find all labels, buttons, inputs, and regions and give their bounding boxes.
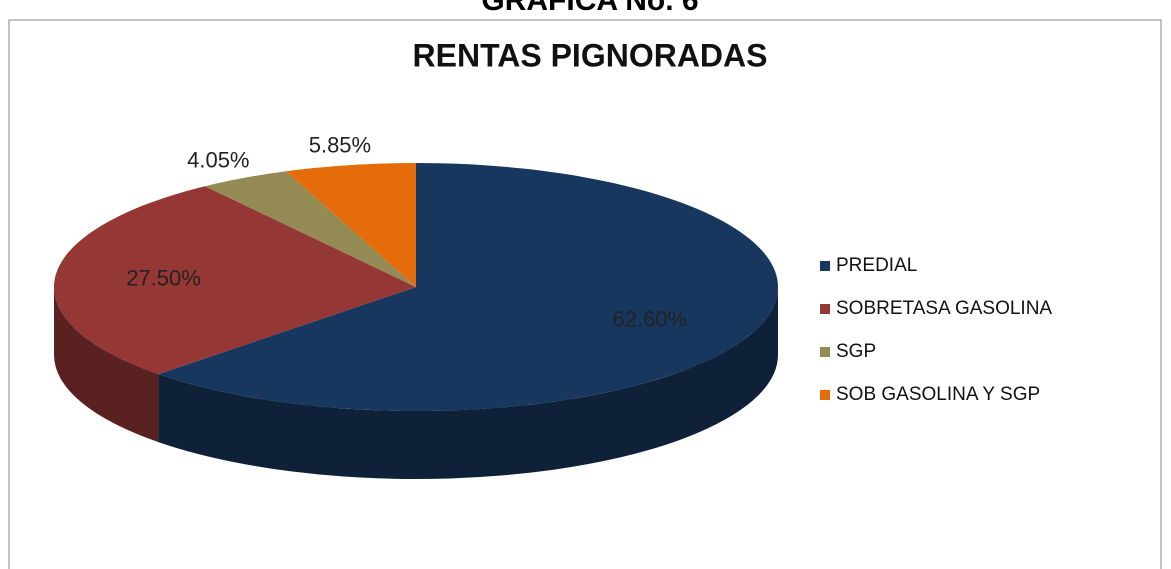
slice: [205, 171, 416, 287]
legend-label: SOBRETASA GASOLINA: [836, 298, 1052, 319]
slice-side: [53, 287, 159, 443]
chart-title: RENTAS PIGNORADAS: [413, 37, 768, 73]
legend-swatch: [820, 347, 830, 357]
slice-side: [158, 287, 779, 479]
data-label: 27.50%: [126, 265, 201, 290]
heading: GRAFICA No. 6: [481, 0, 698, 17]
slice: [53, 186, 417, 375]
data-label: 5.85%: [309, 133, 371, 158]
legend-swatch: [820, 261, 830, 271]
data-label: 62.60%: [612, 306, 687, 331]
legend-label: PREDIAL: [836, 255, 917, 276]
legend-swatch: [820, 390, 830, 400]
slice: [158, 163, 778, 411]
legend-label: SGP: [836, 341, 876, 362]
legend-label: SOB GASOLINA Y SGP: [836, 384, 1040, 405]
data-label: 4.05%: [187, 147, 249, 172]
slice: [285, 163, 416, 287]
legend-swatch: [820, 304, 830, 314]
